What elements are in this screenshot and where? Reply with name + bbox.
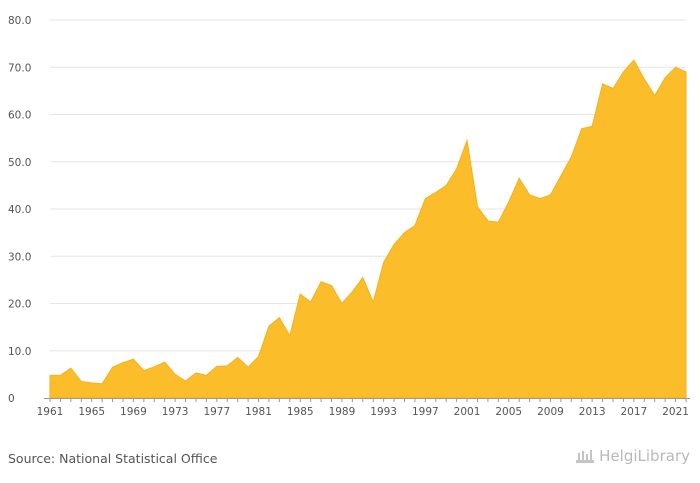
y-axis: 0 10.0 20.0 30.0 40.0 50.0 60.0 70.0 80.0	[8, 15, 31, 405]
library-building-icon	[575, 448, 595, 464]
x-axis: 1961 1965 1969 1973 1977 1981 1985 1989 1993 1997…	[37, 398, 689, 418]
x-tick-label: 2005	[495, 406, 522, 418]
brand-logo: HelgiLibrary	[575, 447, 690, 465]
y-tick-label: 60.0	[8, 110, 31, 122]
y-tick-label: 20.0	[8, 299, 31, 311]
source-note: Source: National Statistical Office	[8, 451, 218, 466]
x-tick-label: 1977	[203, 406, 230, 418]
x-tick-label: 1993	[370, 406, 397, 418]
y-tick-label: 30.0	[8, 251, 31, 263]
x-tick-label: 2001	[454, 406, 481, 418]
x-tick-label: 1989	[329, 406, 356, 418]
series-area	[49, 59, 687, 399]
brand-name: HelgiLibrary	[599, 447, 690, 465]
y-tick-label: 80.0	[8, 15, 31, 27]
area-chart: 010.020.030.040.050.060.070.080.0 1961 19…	[8, 15, 690, 418]
x-tick-label: 2017	[621, 406, 648, 418]
x-tick-label: 2021	[662, 406, 689, 418]
y-tick-label: 10.0	[8, 346, 31, 358]
x-tick-label: 1997	[412, 406, 439, 418]
x-tick-label: 1961	[37, 406, 64, 418]
x-tick-label: 1965	[78, 406, 105, 418]
y-tick-label: 40.0	[8, 204, 31, 216]
y-tick-label: 70.0	[8, 62, 31, 74]
x-tick-label: 1985	[287, 406, 314, 418]
x-tick-label: 2013	[579, 406, 606, 418]
y-tick-label: 50.0	[8, 157, 31, 169]
x-tick-label: 1969	[120, 406, 147, 418]
grid-lines	[50, 19, 686, 352]
x-tick-label: 1981	[245, 406, 272, 418]
y-tick-label: 0	[8, 393, 15, 405]
x-tick-label: 2009	[537, 406, 564, 418]
x-tick-label: 1973	[162, 406, 189, 418]
